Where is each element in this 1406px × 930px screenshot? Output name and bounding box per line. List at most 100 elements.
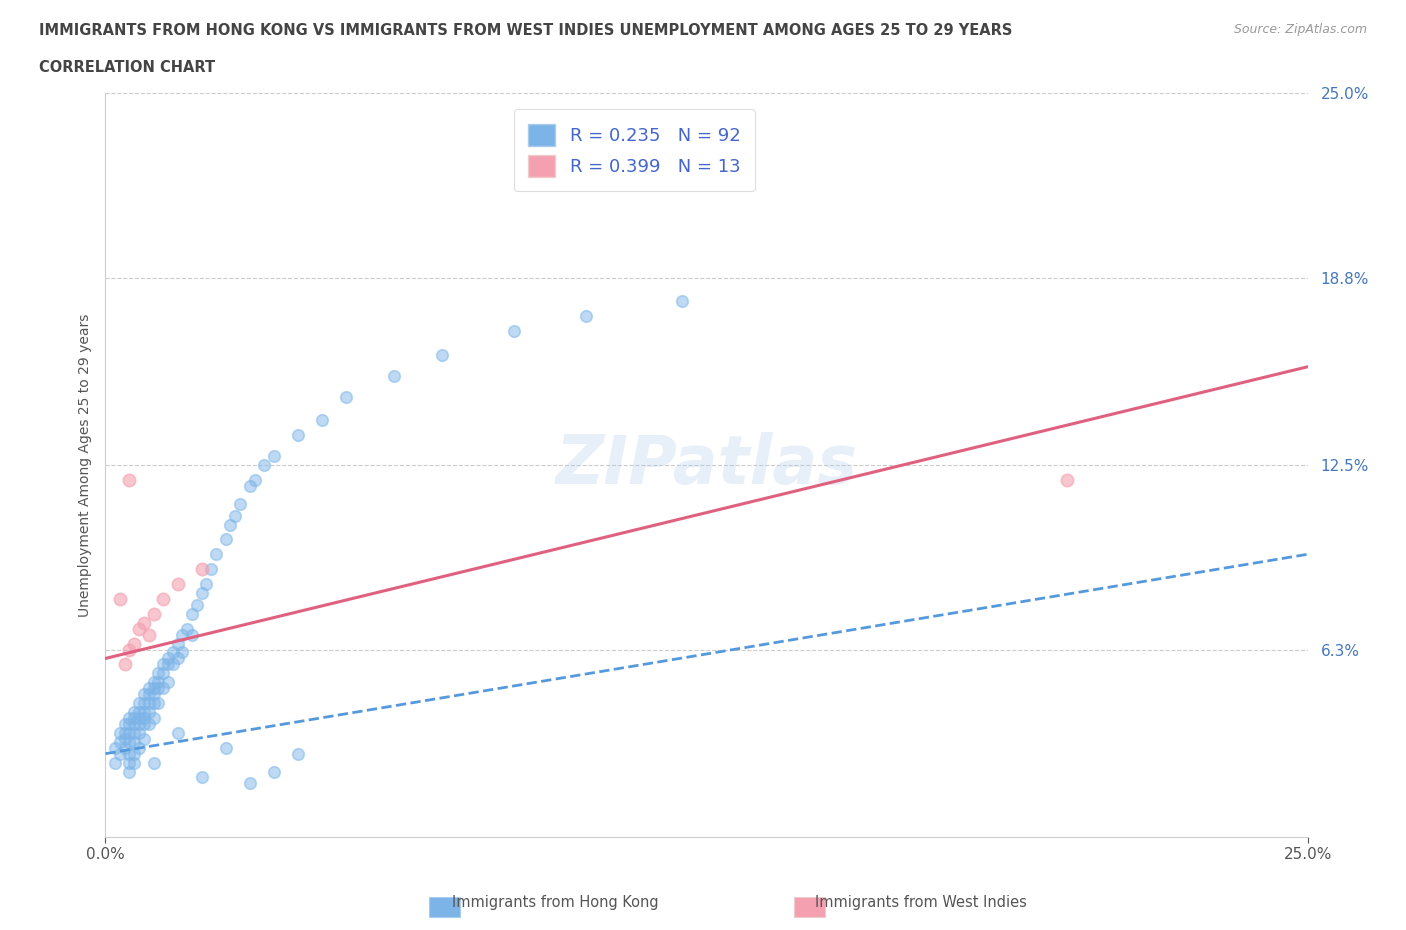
Point <box>142 711 165 725</box>
Point <box>108 725 131 740</box>
Point <box>166 577 188 591</box>
Point <box>132 705 155 720</box>
Text: Immigrants from Hong Kong: Immigrants from Hong Kong <box>453 895 658 910</box>
Point <box>104 755 127 770</box>
Point <box>128 621 150 636</box>
Point <box>148 681 170 696</box>
Point <box>124 705 146 720</box>
Point <box>124 746 146 761</box>
Point <box>104 740 127 755</box>
Point <box>219 517 242 532</box>
Point <box>148 666 170 681</box>
Point <box>162 657 184 671</box>
Point <box>142 675 165 690</box>
Point <box>132 686 155 701</box>
Point <box>138 716 160 731</box>
Point <box>229 497 252 512</box>
Point <box>156 675 179 690</box>
Point <box>118 755 141 770</box>
Point <box>156 651 179 666</box>
Point <box>114 716 136 731</box>
Point <box>132 616 155 631</box>
Point <box>138 686 160 701</box>
Point <box>190 562 212 577</box>
Point <box>138 681 160 696</box>
Text: Immigrants from West Indies: Immigrants from West Indies <box>815 895 1026 910</box>
Point <box>142 606 165 621</box>
Point <box>253 458 276 472</box>
Point <box>503 324 526 339</box>
Point <box>152 666 174 681</box>
Point <box>224 508 246 523</box>
Legend: R = 0.235   N = 92, R = 0.399   N = 13: R = 0.235 N = 92, R = 0.399 N = 13 <box>513 110 755 192</box>
Point <box>142 696 165 711</box>
Point <box>190 586 212 601</box>
Point <box>138 696 160 711</box>
Point <box>124 711 146 725</box>
Point <box>142 686 165 701</box>
Point <box>181 627 204 642</box>
Point <box>156 657 179 671</box>
Point <box>114 740 136 755</box>
Point <box>114 731 136 746</box>
Point <box>118 716 141 731</box>
Text: ZIPatlas: ZIPatlas <box>555 432 858 498</box>
Point <box>1056 472 1078 487</box>
Point <box>148 696 170 711</box>
Point <box>128 711 150 725</box>
Point <box>200 562 222 577</box>
Point <box>124 725 146 740</box>
Point <box>335 389 357 404</box>
Point <box>138 627 160 642</box>
Point <box>311 413 333 428</box>
Point <box>124 636 146 651</box>
Point <box>108 591 131 606</box>
Point <box>118 642 141 657</box>
Point <box>128 705 150 720</box>
Point <box>108 735 131 750</box>
Point <box>118 472 141 487</box>
Point <box>263 448 285 463</box>
Point <box>575 309 598 324</box>
Point <box>239 478 262 493</box>
Point <box>132 716 155 731</box>
Point <box>118 725 141 740</box>
Point <box>128 716 150 731</box>
Point <box>671 294 693 309</box>
Point <box>114 725 136 740</box>
Point <box>214 740 236 755</box>
Point <box>190 770 212 785</box>
Point <box>152 591 174 606</box>
Point <box>152 657 174 671</box>
Text: Source: ZipAtlas.com: Source: ZipAtlas.com <box>1233 23 1367 36</box>
Point <box>166 636 188 651</box>
Point <box>287 428 309 443</box>
Point <box>195 577 218 591</box>
Text: IMMIGRANTS FROM HONG KONG VS IMMIGRANTS FROM WEST INDIES UNEMPLOYMENT AMONG AGES: IMMIGRANTS FROM HONG KONG VS IMMIGRANTS … <box>39 23 1012 38</box>
Point <box>205 547 228 562</box>
Text: CORRELATION CHART: CORRELATION CHART <box>39 60 215 75</box>
Point <box>263 764 285 779</box>
Point <box>118 764 141 779</box>
Point <box>124 716 146 731</box>
Point <box>138 705 160 720</box>
Point <box>172 627 194 642</box>
Point <box>181 606 204 621</box>
Point <box>118 746 141 761</box>
Point <box>128 725 150 740</box>
Point <box>128 740 150 755</box>
Point <box>162 645 184 660</box>
Point <box>108 746 131 761</box>
Y-axis label: Unemployment Among Ages 25 to 29 years: Unemployment Among Ages 25 to 29 years <box>77 313 91 617</box>
Point <box>152 681 174 696</box>
Point <box>243 472 266 487</box>
Point <box>382 368 405 383</box>
Point <box>166 725 188 740</box>
Point <box>132 711 155 725</box>
Point <box>132 696 155 711</box>
Point <box>128 696 150 711</box>
Point <box>148 675 170 690</box>
Point <box>118 735 141 750</box>
Point <box>114 657 136 671</box>
Point <box>166 651 188 666</box>
